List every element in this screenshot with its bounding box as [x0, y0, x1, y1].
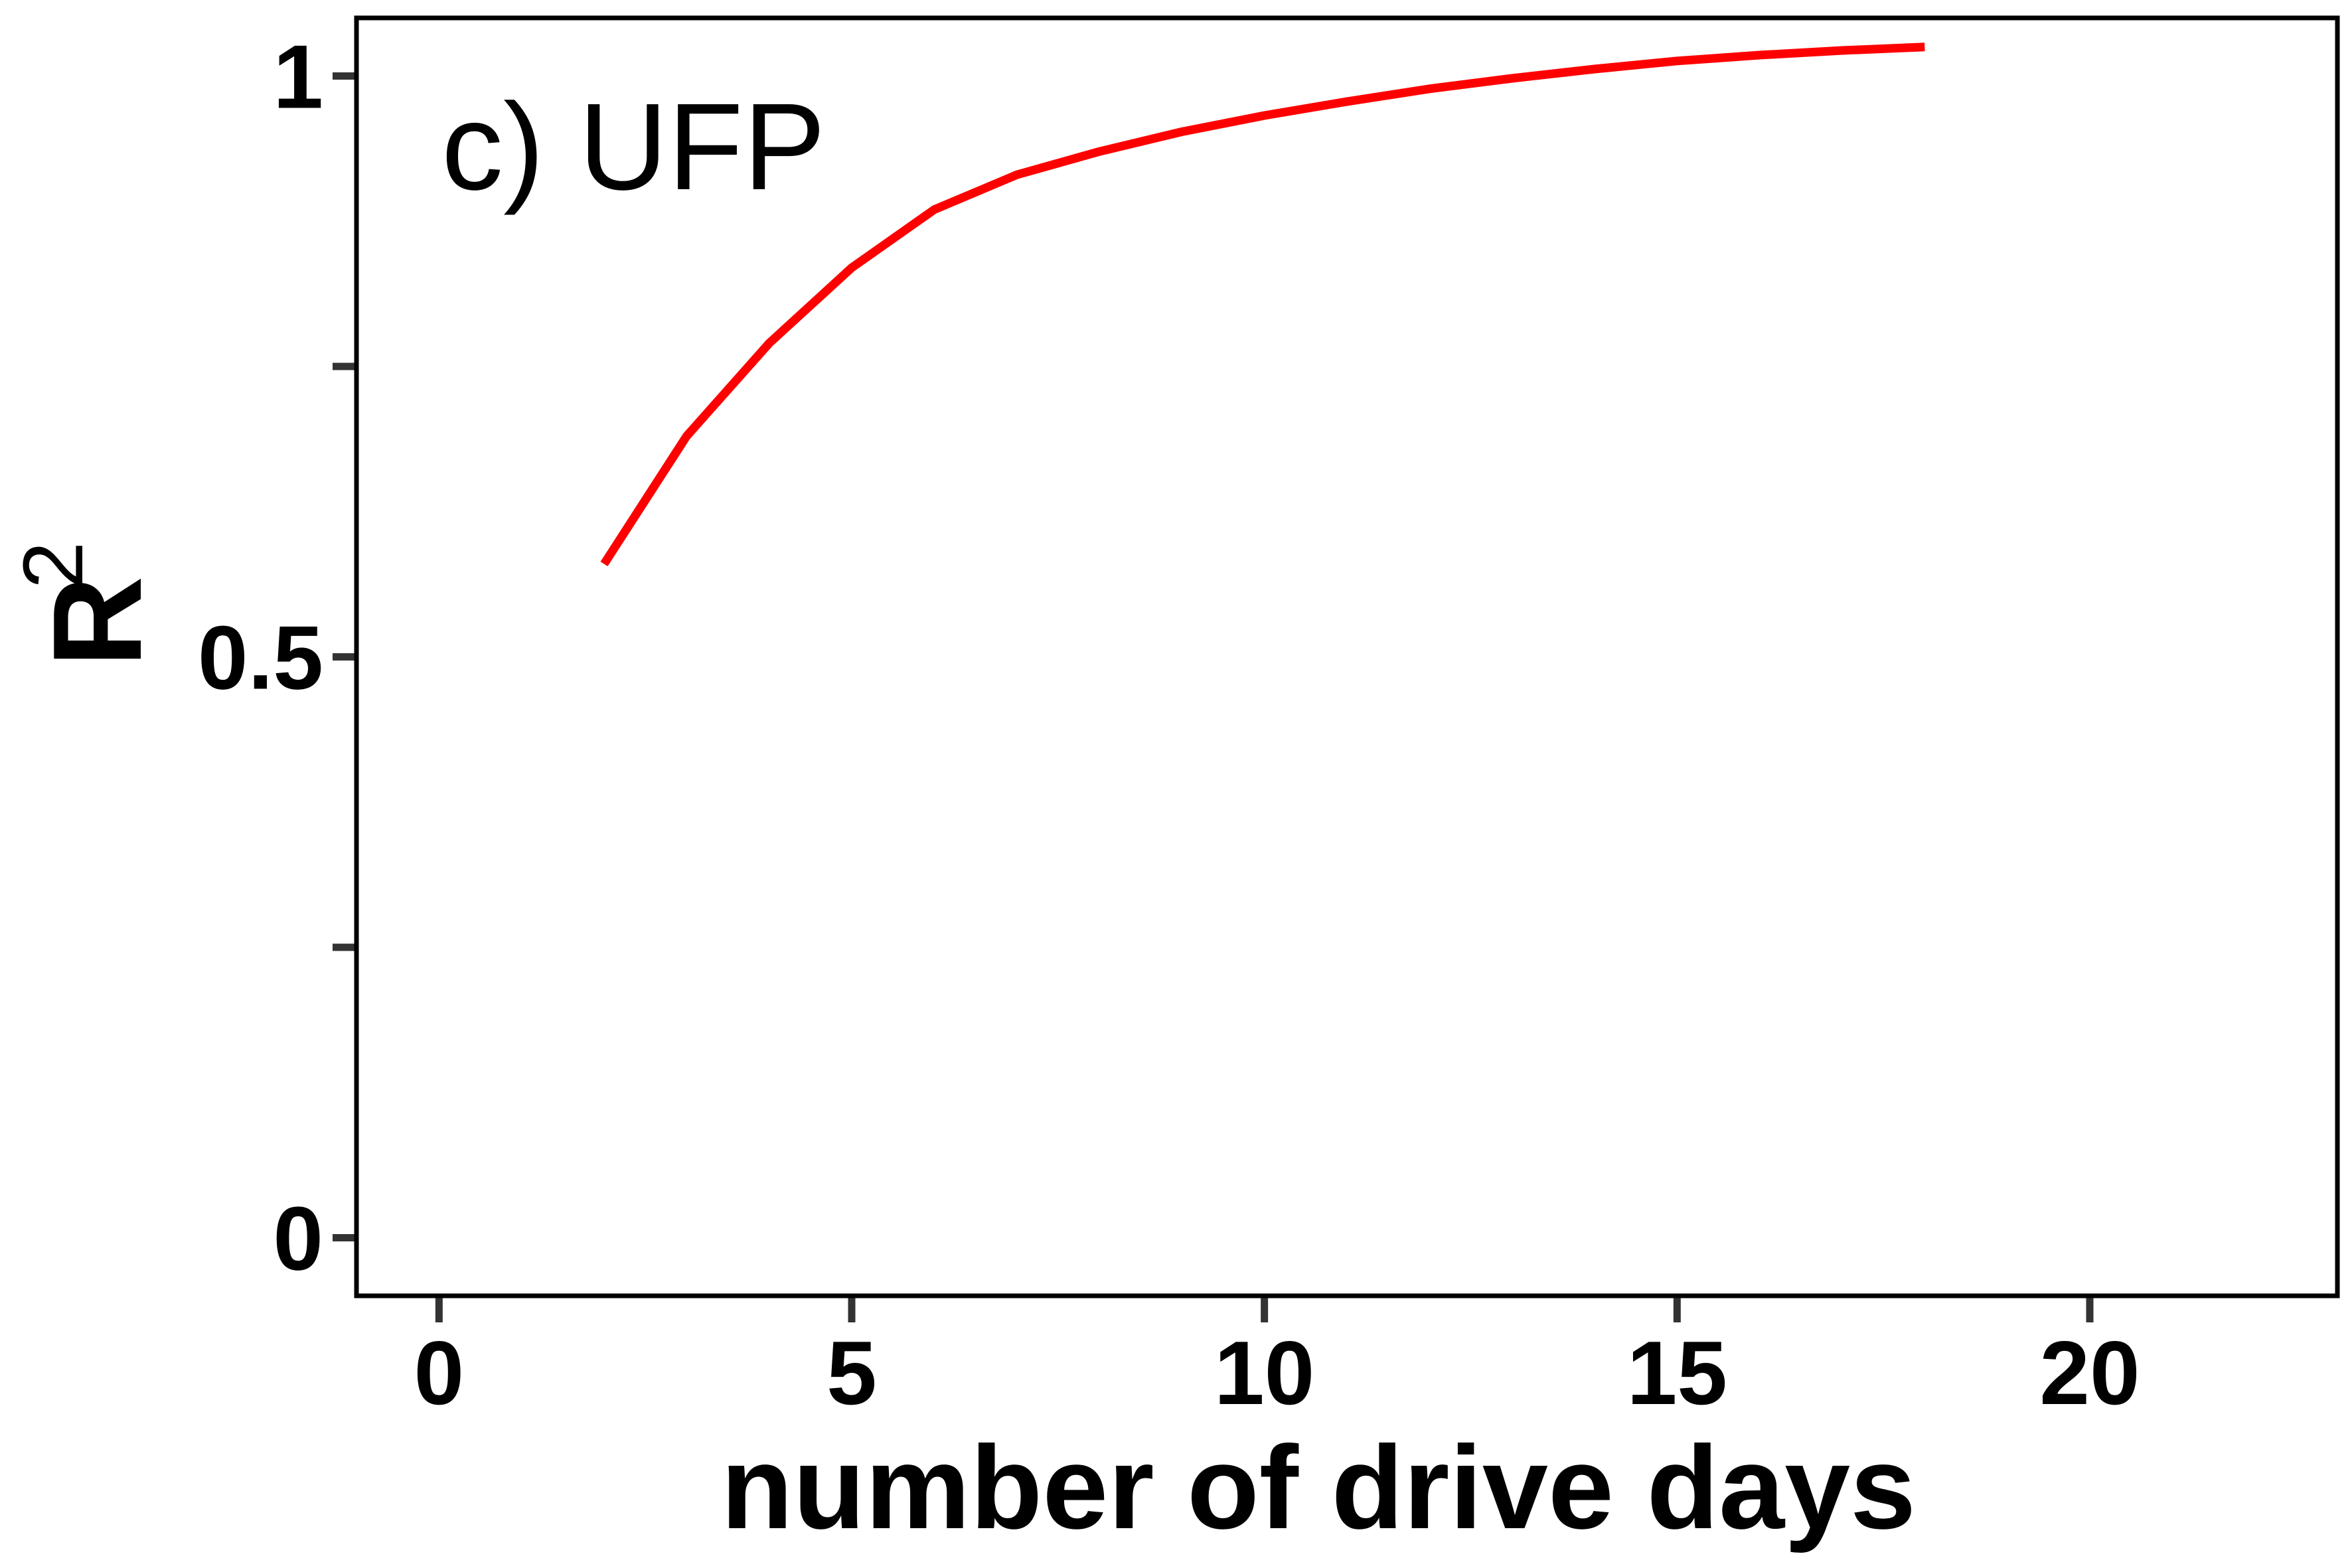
- y-tick-label: 0: [273, 1188, 323, 1289]
- panel-label: c) UFP: [441, 78, 826, 216]
- y-axis-title-base: R: [27, 576, 168, 667]
- x-tick-label: 0: [414, 1322, 465, 1423]
- y-tick-label: 0.5: [198, 607, 323, 708]
- ticks-layer: 0 5 10 15 20 0 0.5 1: [198, 27, 2140, 1424]
- y-axis-title-superscript: 2: [6, 542, 101, 589]
- x-tick-label: 5: [826, 1322, 877, 1423]
- x-tick-label: 10: [1214, 1322, 1314, 1423]
- x-tick-label: 20: [2039, 1322, 2140, 1423]
- y-tick-label: 1: [273, 27, 323, 127]
- x-axis-title: number of drive days: [721, 1421, 1916, 1553]
- x-tick-label: 15: [1627, 1322, 1727, 1423]
- y-axis-title: R 2: [6, 542, 168, 667]
